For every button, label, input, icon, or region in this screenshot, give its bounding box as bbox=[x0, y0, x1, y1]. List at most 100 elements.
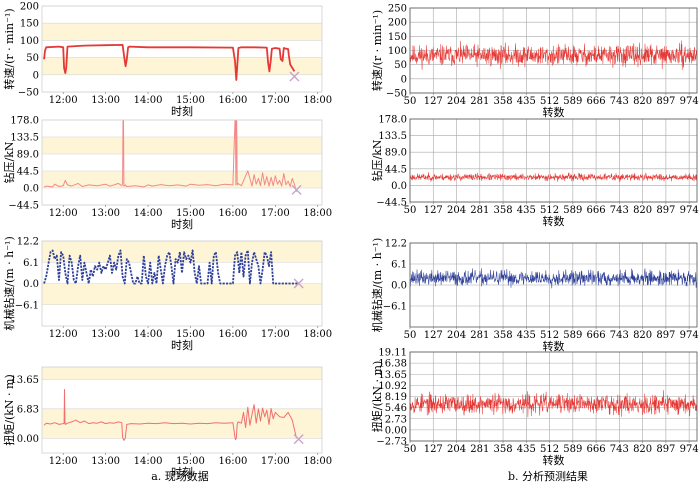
end-marker bbox=[293, 434, 304, 445]
plot-band bbox=[42, 283, 322, 305]
x-tick-label: 897 bbox=[656, 205, 675, 216]
plot-band bbox=[42, 137, 322, 154]
x-tick-label: 435 bbox=[517, 96, 536, 107]
x-tick-label: 50 bbox=[404, 96, 417, 107]
y-tick-label: 16.38 bbox=[378, 359, 407, 370]
x-tick-label: 12:00 bbox=[49, 208, 78, 219]
y-tick-label: 10.92 bbox=[378, 381, 407, 392]
axes-frame bbox=[409, 118, 698, 203]
y-tick-label: −50 bbox=[18, 88, 39, 99]
plot-band bbox=[42, 74, 322, 92]
y-tick-label: 8.19 bbox=[385, 392, 407, 403]
chart-a3: −6.1 0.0 6.1 12.2 12:00 13:00 14:00 15:00 16:00 1… bbox=[2, 236, 332, 352]
x-tick-label: 589 bbox=[563, 330, 582, 341]
x-tick-label: 974 bbox=[680, 330, 699, 341]
x-tick-label: 743 bbox=[610, 330, 629, 341]
x-tick-label: 897 bbox=[656, 444, 675, 455]
plot-band bbox=[42, 304, 322, 326]
plot-band bbox=[42, 154, 322, 171]
x-tick-label: 820 bbox=[633, 330, 652, 341]
x-tick-label: 974 bbox=[680, 205, 699, 216]
x-tick-label: 204 bbox=[447, 205, 466, 216]
y-tick-label: 200 bbox=[20, 2, 39, 13]
plot-band bbox=[42, 120, 322, 137]
x-tick-label: 15:00 bbox=[176, 95, 205, 106]
x-tick-label: 281 bbox=[470, 444, 489, 455]
series-line-0 bbox=[43, 120, 297, 192]
x-tick-label: 512 bbox=[540, 205, 559, 216]
y-axis-label: 机械钻速/(m · h⁻¹) bbox=[2, 236, 16, 331]
chart-b3: −6.1 0.0 6.1 12.2 50 127 204 281 358 435 512 589 666… bbox=[370, 238, 699, 353]
x-tick-label: 16:00 bbox=[218, 95, 247, 106]
x-tick-label: 589 bbox=[563, 96, 582, 107]
y-tick-label: 178.0 bbox=[10, 116, 39, 127]
x-tick-label: 13:00 bbox=[91, 329, 120, 340]
x-tick-label: 897 bbox=[656, 96, 675, 107]
y-tick-label: 6.1 bbox=[391, 260, 407, 271]
plot-band bbox=[42, 6, 322, 24]
x-tick-label: 974 bbox=[680, 444, 699, 455]
x-tick-label: 127 bbox=[424, 96, 443, 107]
end-marker bbox=[289, 71, 300, 82]
y-tick-label: 0.0 bbox=[391, 181, 407, 192]
x-tick-label: 281 bbox=[470, 96, 489, 107]
series-noise-line bbox=[410, 268, 697, 289]
series-line-0 bbox=[43, 44, 296, 81]
x-tick-label: 743 bbox=[610, 205, 629, 216]
y-axis-label: 钻压/kN bbox=[370, 139, 384, 181]
y-tick-label: 0.00 bbox=[385, 425, 407, 436]
x-tick-label: 281 bbox=[470, 330, 489, 341]
x-tick-label: 13:00 bbox=[91, 456, 120, 467]
x-tick-label: 127 bbox=[424, 330, 443, 341]
y-tick-label: 150 bbox=[388, 32, 407, 43]
x-tick-label: 15:00 bbox=[176, 329, 205, 340]
y-tick-label: 100 bbox=[20, 36, 39, 47]
x-tick-label: 16:00 bbox=[218, 329, 247, 340]
plot-band bbox=[42, 379, 322, 409]
series-line-0 bbox=[43, 389, 297, 441]
y-tick-label: 89.0 bbox=[385, 148, 407, 159]
x-tick-label: 18:00 bbox=[303, 95, 332, 106]
x-tick-label: 358 bbox=[494, 96, 513, 107]
x-tick-label: 512 bbox=[540, 96, 559, 107]
x-tick-label: 512 bbox=[540, 444, 559, 455]
x-tick-label: 50 bbox=[404, 205, 417, 216]
axes-frame bbox=[409, 7, 698, 94]
y-tick-label: 0.0 bbox=[23, 279, 39, 290]
x-tick-label: 358 bbox=[494, 330, 513, 341]
y-tick-label: −6.1 bbox=[15, 300, 39, 311]
y-tick-label: −50 bbox=[386, 89, 407, 100]
series-noise-line bbox=[410, 390, 697, 418]
y-tick-label: 5.46 bbox=[385, 403, 407, 414]
x-tick-label: 666 bbox=[587, 444, 606, 455]
y-tick-label: 0 bbox=[33, 70, 39, 81]
x-tick-label: 435 bbox=[517, 205, 536, 216]
plot-band bbox=[42, 57, 322, 75]
y-tick-label: 178.0 bbox=[378, 115, 407, 126]
axes-frame bbox=[409, 351, 698, 442]
x-axis-label: 时刻 bbox=[171, 217, 193, 231]
y-tick-label: 0.0 bbox=[391, 281, 407, 292]
y-tick-label: 0.0 bbox=[23, 184, 39, 195]
x-tick-label: 743 bbox=[610, 444, 629, 455]
x-tick-label: 204 bbox=[447, 330, 466, 341]
y-tick-label: 0.00 bbox=[17, 434, 39, 445]
y-tick-label: 200 bbox=[388, 18, 407, 29]
x-tick-label: 18:00 bbox=[303, 456, 332, 467]
x-axis-label: 时刻 bbox=[171, 338, 193, 352]
x-tick-label: 14:00 bbox=[134, 95, 163, 106]
y-axis-label: 扭矩/(kN · m) bbox=[2, 374, 16, 446]
x-axis-label: 转数 bbox=[543, 105, 565, 119]
x-tick-label: 15:00 bbox=[176, 208, 205, 219]
y-tick-label: 19.11 bbox=[378, 348, 407, 359]
y-tick-label: 13.65 bbox=[10, 375, 39, 386]
caption-left: a. 现场数据 bbox=[151, 469, 209, 483]
x-tick-label: 17:00 bbox=[261, 456, 290, 467]
x-tick-label: 743 bbox=[610, 96, 629, 107]
x-tick-label: 127 bbox=[424, 205, 443, 216]
y-axis-label: 转速/(r · min⁻¹) bbox=[2, 8, 16, 89]
y-tick-label: 0 bbox=[401, 74, 407, 85]
x-tick-label: 14:00 bbox=[134, 208, 163, 219]
y-tick-label: 6.1 bbox=[23, 258, 39, 269]
